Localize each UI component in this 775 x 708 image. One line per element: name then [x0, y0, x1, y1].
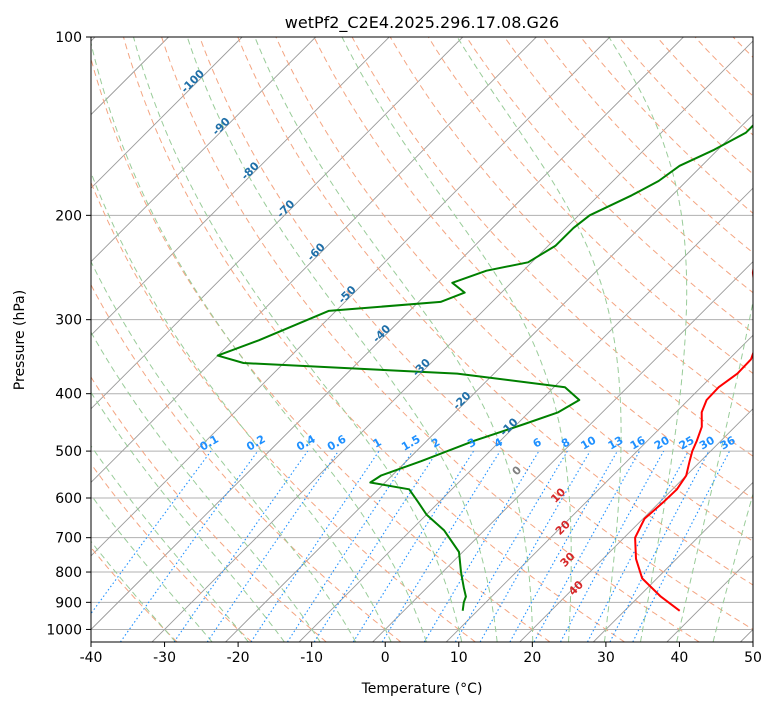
mixing-ratio-line	[173, 450, 309, 642]
isotherm-line	[372, 261, 753, 642]
mixing-ratio-line	[381, 450, 501, 642]
x-tick-label: 20	[523, 650, 541, 666]
isotherm-line	[91, 37, 464, 410]
dry-adiabat-line	[91, 376, 327, 642]
y-tick-label: 200	[55, 208, 82, 224]
dry-adiabat-line	[199, 37, 753, 630]
dry-adiabat-line	[91, 463, 253, 642]
chart-title: wetPf2_C2E4.2025.296.17.08.G26	[285, 13, 559, 33]
y-tick-label: 1000	[46, 622, 82, 638]
x-tick-label: -30	[153, 650, 176, 666]
y-tick-label: 500	[55, 444, 82, 460]
dry-adiabat-line	[313, 37, 753, 499]
x-tick-label: -40	[80, 650, 103, 666]
mixing-ratio-line	[250, 450, 380, 642]
isotherm-line	[519, 408, 753, 642]
isotherm-line	[91, 37, 684, 631]
moist-adiabat-line	[254, 37, 534, 642]
mixing-ratio-line	[286, 450, 414, 642]
moist-adiabat-line	[91, 445, 249, 642]
isotherm-line	[91, 37, 537, 483]
isotherm-line	[445, 334, 753, 642]
moist-adiabat-line	[91, 331, 321, 642]
mixing-ratio-line	[509, 450, 618, 642]
axes: -40 -30 -20 -10 0 10 20 30 40 50 100 200 300 400 500 60…	[46, 30, 762, 666]
reference-lines	[91, 37, 775, 642]
y-tick-label: 700	[55, 531, 82, 547]
moist-adiabat-line	[91, 494, 213, 642]
dry-adiabat-line	[91, 56, 551, 642]
mixing-ratio-line	[632, 450, 731, 642]
moist-adiabat-line	[676, 298, 753, 642]
x-tick-label: 10	[450, 650, 468, 666]
moist-adiabat-line	[91, 391, 285, 642]
isotherm-line	[91, 37, 243, 189]
dry-adiabat-line	[771, 37, 775, 642]
moist-adiabat-line	[91, 260, 357, 642]
temperature-profile-line	[634, 265, 753, 612]
dry-adiabat-line	[237, 37, 753, 586]
dry-adiabat-line	[161, 37, 700, 642]
isotherm-line	[91, 37, 390, 336]
moist-adiabat-line	[133, 37, 463, 642]
dry-adiabat-line	[123, 37, 625, 642]
x-tick-label: 40	[671, 650, 689, 666]
plot-background	[91, 37, 753, 642]
y-tick-label: 600	[55, 491, 82, 507]
mixing-ratio-line	[91, 450, 212, 615]
sounding-series	[216, 124, 753, 612]
x-tick-label: -10	[300, 650, 323, 666]
moist-adiabat-line	[91, 540, 176, 642]
isotherm-line	[225, 113, 753, 642]
x-axis-title: Temperature (°C)	[361, 681, 483, 697]
y-tick-label: 400	[55, 387, 82, 403]
isotherm-line	[91, 37, 316, 263]
x-tick-label: 50	[744, 650, 762, 666]
moist-adiabat-line	[91, 40, 427, 642]
moist-adiabat-line	[91, 171, 392, 642]
y-tick-label: 100	[55, 30, 82, 46]
moist-adiabat-line	[186, 37, 498, 642]
y-tick-label: 900	[55, 595, 82, 611]
isotherm-line	[151, 40, 753, 642]
y-tick-label: 300	[55, 313, 82, 329]
moist-adiabat-line	[608, 37, 688, 642]
mixing-ratio-line	[533, 450, 640, 642]
isotherm-line	[593, 481, 753, 642]
mixing-ratio-line	[313, 450, 438, 642]
dewpoint-profile-line	[216, 124, 753, 611]
y-axis-title: Pressure (hPa)	[12, 290, 28, 390]
mixing-ratio-line	[119, 450, 259, 642]
moist-adiabat-line	[712, 492, 753, 642]
x-tick-label: -20	[227, 650, 250, 666]
x-tick-label: 0	[381, 650, 390, 666]
mixing-ratio-line	[560, 450, 665, 642]
plot-frame	[90, 36, 754, 643]
mixing-ratio-line	[352, 450, 475, 642]
dry-adiabat-line	[275, 37, 753, 542]
isotherm-line	[91, 37, 611, 557]
y-tick-label: 800	[55, 565, 82, 581]
moist-adiabat-line	[341, 37, 572, 642]
x-tick-label: 30	[597, 650, 615, 666]
mixing-ratio-line	[206, 450, 339, 642]
